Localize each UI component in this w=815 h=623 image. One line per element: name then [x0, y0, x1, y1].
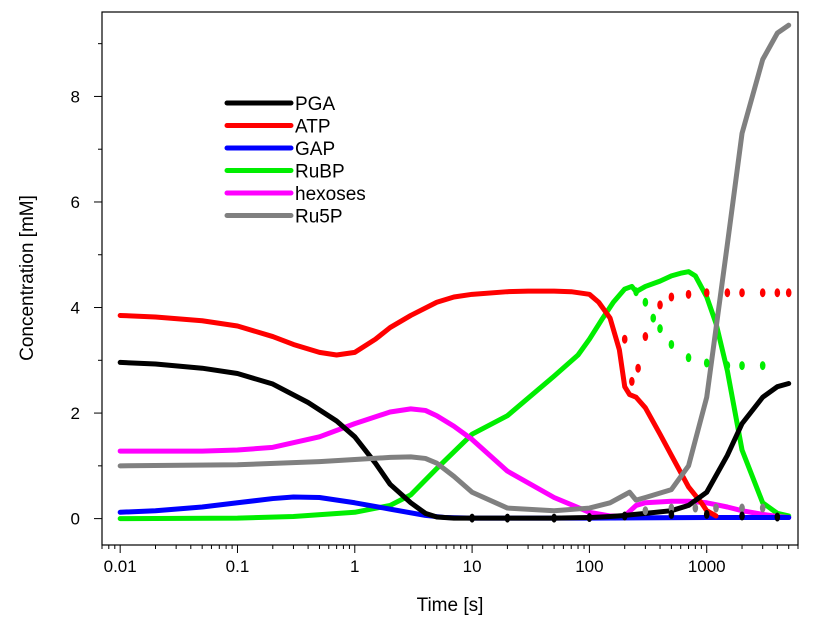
dotted-point-atp [774, 288, 781, 298]
dotted-point-atp [685, 289, 692, 299]
dotted-point-ru5p [692, 503, 699, 513]
dotted-point-pga [504, 513, 511, 523]
x-tick-label: 1000 [688, 557, 726, 576]
x-tick-label: 10 [463, 557, 482, 576]
legend-label-pga: PGA [295, 94, 335, 115]
y-axis: 0 2 4 6 8 [71, 43, 102, 529]
dotted-point-pga [774, 512, 781, 522]
dotted-point-pga [703, 509, 710, 519]
dotted-point-atp [785, 288, 792, 298]
dotted-point-pga [668, 509, 675, 519]
dotted-point-pga [621, 511, 628, 521]
x-tick-label: 1 [350, 557, 359, 576]
x-axis: 0.01 0.1 1 10 100 1000 [101, 545, 799, 576]
legend-label-hexoses: hexoses [295, 184, 366, 205]
y-axis-title: Concentration [mM] [17, 195, 38, 361]
legend-label-rubp: RuBP [295, 162, 345, 183]
dotted-point-rubp [657, 324, 663, 334]
dotted-point-atp [657, 300, 663, 310]
dotted-point-rubp [685, 353, 692, 363]
dotted-point-atp [668, 292, 675, 302]
dotted-point-atp [759, 288, 766, 298]
dotted-point-rubp [642, 297, 649, 307]
dotted-point-pga [469, 513, 475, 523]
series-line-ru5p [117, 22, 792, 514]
series-line-hexoses [117, 406, 792, 521]
dotted-point-rubp [633, 287, 639, 297]
dotted-point-ru5p [713, 503, 719, 513]
x-tick-label: 0.1 [226, 557, 250, 576]
plot-frame [101, 11, 799, 546]
dotted-point-rubp [759, 361, 766, 371]
series-line-pga [117, 359, 792, 521]
dotted-point-rubp [668, 339, 675, 349]
dotted-point-ru5p [668, 503, 675, 513]
dotted-point-atp [621, 334, 628, 344]
y-tick-label: 4 [71, 299, 80, 318]
dotted-point-atp [703, 288, 710, 298]
dotted-point-rubp [724, 361, 731, 371]
x-tick-label: 0.01 [104, 557, 137, 576]
dotted-point-atp [629, 376, 635, 386]
x-tick-label: 100 [575, 557, 603, 576]
dotted-point-atp [642, 332, 649, 342]
dotted-point-pga [739, 511, 745, 521]
series-line-atp [117, 288, 719, 519]
dotted-point-ru5p [739, 503, 745, 513]
dotted-point-atp [739, 288, 745, 298]
series-layer [117, 22, 792, 523]
dotted-point-ru5p [759, 503, 766, 513]
y-tick-label: 2 [71, 404, 80, 423]
dotted-point-pga [586, 513, 593, 523]
dotted-point-ru5p [642, 506, 649, 516]
dotted-point-atp [724, 288, 731, 298]
x-axis-title: Time [s] [417, 595, 484, 616]
dotted-point-rubp [650, 313, 657, 323]
dotted-point-rubp [739, 361, 745, 371]
y-tick-label: 0 [71, 510, 80, 529]
y-tick-label: 6 [71, 193, 80, 212]
dotted-point-atp [635, 363, 641, 373]
legend-label-gap: GAP [295, 139, 335, 160]
legend-label-atp: ATP [295, 117, 331, 138]
dotted-point-rubp [703, 358, 710, 368]
dotted-point-pga [551, 513, 557, 523]
y-tick-label: 8 [71, 87, 80, 106]
legend-label-ru5p: Ru5P [295, 207, 343, 228]
